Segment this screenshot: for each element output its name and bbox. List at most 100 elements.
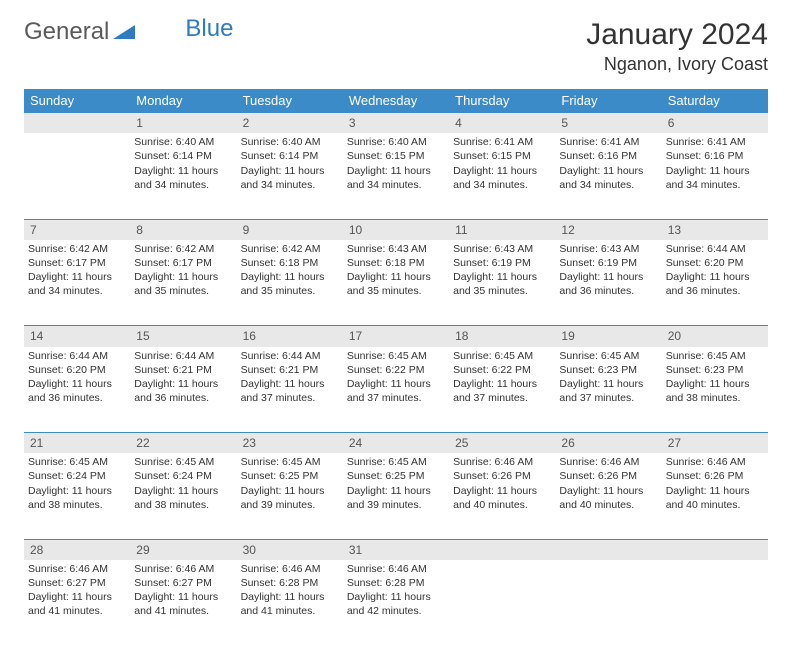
daylight-text: Daylight: 11 hours and 41 minutes. (241, 590, 339, 618)
daylight-text: Daylight: 11 hours and 34 minutes. (28, 270, 126, 298)
logo-text-blue: Blue (185, 15, 233, 43)
day-cell: Sunrise: 6:44 AMSunset: 6:21 PMDaylight:… (237, 347, 343, 433)
sunrise-text: Sunrise: 6:46 AM (453, 455, 551, 469)
sunset-text: Sunset: 6:28 PM (241, 576, 339, 590)
day-cell: Sunrise: 6:46 AMSunset: 6:26 PMDaylight:… (449, 453, 555, 539)
day-cell: Sunrise: 6:43 AMSunset: 6:19 PMDaylight:… (449, 240, 555, 326)
sunrise-text: Sunrise: 6:45 AM (347, 349, 445, 363)
daylight-text: Daylight: 11 hours and 36 minutes. (134, 377, 232, 405)
calendar-table: Sunday Monday Tuesday Wednesday Thursday… (24, 89, 768, 646)
day-number: 21 (24, 433, 130, 454)
day-cell: Sunrise: 6:46 AMSunset: 6:26 PMDaylight:… (662, 453, 768, 539)
daylight-text: Daylight: 11 hours and 38 minutes. (134, 484, 232, 512)
sunrise-text: Sunrise: 6:46 AM (559, 455, 657, 469)
sunrise-text: Sunrise: 6:41 AM (453, 135, 551, 149)
sunset-text: Sunset: 6:26 PM (559, 469, 657, 483)
day-cell: Sunrise: 6:45 AMSunset: 6:25 PMDaylight:… (343, 453, 449, 539)
sunrise-text: Sunrise: 6:44 AM (28, 349, 126, 363)
day-number: 6 (662, 113, 768, 134)
day-number: 26 (555, 433, 661, 454)
day-number: 19 (555, 326, 661, 347)
day-cell: Sunrise: 6:46 AMSunset: 6:27 PMDaylight:… (24, 560, 130, 646)
daylight-text: Daylight: 11 hours and 40 minutes. (666, 484, 764, 512)
daylight-text: Daylight: 11 hours and 34 minutes. (241, 164, 339, 192)
week-row: Sunrise: 6:44 AMSunset: 6:20 PMDaylight:… (24, 347, 768, 433)
day-number: 17 (343, 326, 449, 347)
day-cell: Sunrise: 6:43 AMSunset: 6:19 PMDaylight:… (555, 240, 661, 326)
day-cell: Sunrise: 6:44 AMSunset: 6:21 PMDaylight:… (130, 347, 236, 433)
sunset-text: Sunset: 6:25 PM (347, 469, 445, 483)
day-number: 15 (130, 326, 236, 347)
daylight-text: Daylight: 11 hours and 34 minutes. (559, 164, 657, 192)
sunrise-text: Sunrise: 6:46 AM (666, 455, 764, 469)
day-cell: Sunrise: 6:46 AMSunset: 6:28 PMDaylight:… (237, 560, 343, 646)
sunrise-text: Sunrise: 6:46 AM (134, 562, 232, 576)
day-number: 29 (130, 539, 236, 560)
daynum-row: 28293031 (24, 539, 768, 560)
daylight-text: Daylight: 11 hours and 38 minutes. (28, 484, 126, 512)
sunrise-text: Sunrise: 6:41 AM (666, 135, 764, 149)
day-number: 9 (237, 219, 343, 240)
day-cell: Sunrise: 6:45 AMSunset: 6:24 PMDaylight:… (130, 453, 236, 539)
sunset-text: Sunset: 6:21 PM (134, 363, 232, 377)
weekday-header: Saturday (662, 89, 768, 113)
day-number (449, 539, 555, 560)
daynum-row: 78910111213 (24, 219, 768, 240)
sunset-text: Sunset: 6:18 PM (347, 256, 445, 270)
sunset-text: Sunset: 6:23 PM (559, 363, 657, 377)
daylight-text: Daylight: 11 hours and 34 minutes. (453, 164, 551, 192)
sunrise-text: Sunrise: 6:45 AM (453, 349, 551, 363)
sunrise-text: Sunrise: 6:45 AM (28, 455, 126, 469)
day-cell: Sunrise: 6:42 AMSunset: 6:17 PMDaylight:… (24, 240, 130, 326)
daylight-text: Daylight: 11 hours and 39 minutes. (241, 484, 339, 512)
daylight-text: Daylight: 11 hours and 42 minutes. (347, 590, 445, 618)
location-label: Nganon, Ivory Coast (586, 54, 768, 75)
sunrise-text: Sunrise: 6:42 AM (134, 242, 232, 256)
daylight-text: Daylight: 11 hours and 35 minutes. (241, 270, 339, 298)
sunrise-text: Sunrise: 6:42 AM (241, 242, 339, 256)
day-cell: Sunrise: 6:43 AMSunset: 6:18 PMDaylight:… (343, 240, 449, 326)
day-number: 8 (130, 219, 236, 240)
sunrise-text: Sunrise: 6:40 AM (241, 135, 339, 149)
week-row: Sunrise: 6:45 AMSunset: 6:24 PMDaylight:… (24, 453, 768, 539)
daylight-text: Daylight: 11 hours and 36 minutes. (559, 270, 657, 298)
sunset-text: Sunset: 6:19 PM (559, 256, 657, 270)
daylight-text: Daylight: 11 hours and 34 minutes. (347, 164, 445, 192)
sunset-text: Sunset: 6:24 PM (134, 469, 232, 483)
day-number: 22 (130, 433, 236, 454)
day-number: 23 (237, 433, 343, 454)
daynum-row: 21222324252627 (24, 433, 768, 454)
page-title: January 2024 (586, 18, 768, 52)
sunset-text: Sunset: 6:19 PM (453, 256, 551, 270)
day-cell (24, 133, 130, 219)
week-row: Sunrise: 6:42 AMSunset: 6:17 PMDaylight:… (24, 240, 768, 326)
day-cell: Sunrise: 6:45 AMSunset: 6:22 PMDaylight:… (343, 347, 449, 433)
sunrise-text: Sunrise: 6:44 AM (241, 349, 339, 363)
day-number: 11 (449, 219, 555, 240)
sunrise-text: Sunrise: 6:43 AM (347, 242, 445, 256)
title-block: January 2024 Nganon, Ivory Coast (586, 18, 768, 75)
day-number: 20 (662, 326, 768, 347)
day-cell: Sunrise: 6:44 AMSunset: 6:20 PMDaylight:… (662, 240, 768, 326)
day-cell (555, 560, 661, 646)
day-number: 12 (555, 219, 661, 240)
day-cell: Sunrise: 6:40 AMSunset: 6:15 PMDaylight:… (343, 133, 449, 219)
daylight-text: Daylight: 11 hours and 39 minutes. (347, 484, 445, 512)
sunrise-text: Sunrise: 6:45 AM (347, 455, 445, 469)
daylight-text: Daylight: 11 hours and 41 minutes. (134, 590, 232, 618)
sunrise-text: Sunrise: 6:44 AM (666, 242, 764, 256)
weekday-header: Wednesday (343, 89, 449, 113)
day-number: 1 (130, 113, 236, 134)
day-cell (449, 560, 555, 646)
sunset-text: Sunset: 6:26 PM (666, 469, 764, 483)
day-number: 7 (24, 219, 130, 240)
day-number: 16 (237, 326, 343, 347)
day-cell: Sunrise: 6:46 AMSunset: 6:27 PMDaylight:… (130, 560, 236, 646)
sunset-text: Sunset: 6:23 PM (666, 363, 764, 377)
sunset-text: Sunset: 6:25 PM (241, 469, 339, 483)
sunrise-text: Sunrise: 6:45 AM (241, 455, 339, 469)
day-cell: Sunrise: 6:45 AMSunset: 6:24 PMDaylight:… (24, 453, 130, 539)
day-number: 18 (449, 326, 555, 347)
sunset-text: Sunset: 6:22 PM (347, 363, 445, 377)
day-number: 10 (343, 219, 449, 240)
